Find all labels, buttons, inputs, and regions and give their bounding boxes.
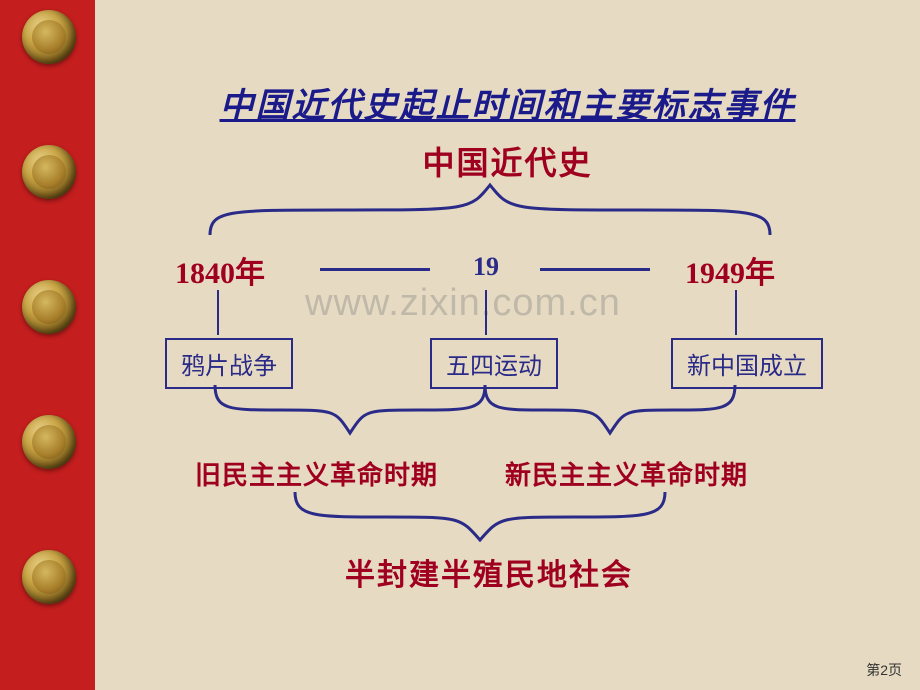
slide-subtitle: 中国近代史: [95, 138, 920, 184]
brace-period-left: [215, 385, 485, 440]
medallion-icon: [22, 415, 76, 469]
medallion-icon: [22, 550, 76, 604]
society-label: 半封建半殖民地社会: [345, 550, 633, 594]
start-year: 1840年: [175, 248, 265, 292]
brace-bottom: [295, 492, 665, 547]
medallion-icon: [22, 280, 76, 334]
connector-line: [735, 290, 737, 335]
medallion-icon: [22, 145, 76, 199]
page-number: 第2页: [866, 660, 902, 680]
decorative-band: [0, 0, 95, 690]
slide-content: 中国近代史起止时间和主要标志事件 中国近代史 1840年 19 1949年 ww…: [95, 0, 920, 690]
mid-year: 19: [473, 252, 499, 282]
brace-period-right: [485, 385, 735, 440]
watermark-text: www.zixin.com.cn: [305, 282, 621, 325]
period-label: 新民主主义革命时期: [505, 455, 748, 492]
connector-line: [540, 268, 650, 271]
medallion-icon: [22, 10, 76, 64]
slide-title: 中国近代史起止时间和主要标志事件: [95, 78, 920, 127]
connector-line: [485, 290, 487, 335]
period-label: 旧民主主义革命时期: [195, 455, 438, 492]
connector-line: [320, 268, 430, 271]
brace-top: [210, 180, 770, 240]
end-year: 1949年: [685, 248, 775, 292]
connector-line: [217, 290, 219, 335]
event-box: 五四运动: [430, 338, 558, 389]
event-box: 鸦片战争: [165, 338, 293, 389]
event-box: 新中国成立: [671, 338, 823, 389]
